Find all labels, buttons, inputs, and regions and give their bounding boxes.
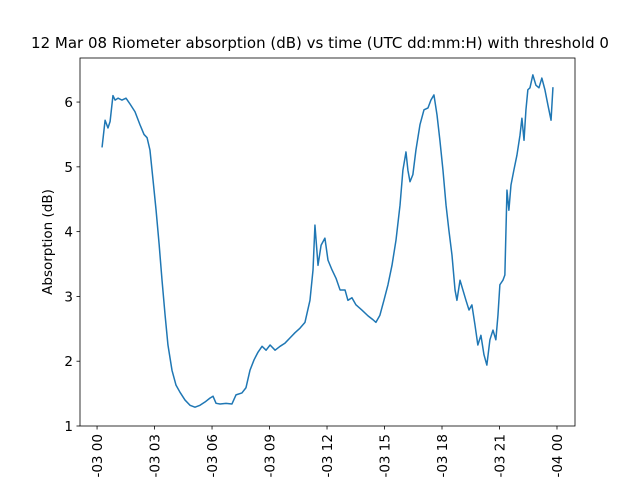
- y-tick-label: 1: [64, 419, 73, 435]
- x-tick-label: -03 03: [148, 434, 164, 478]
- x-tick-label: -03 06: [205, 434, 221, 478]
- x-tick-label: -03 21: [492, 434, 508, 478]
- y-tick-label: 6: [64, 95, 73, 111]
- x-tick-label: -03 15: [378, 434, 394, 478]
- chart-title: 12 Mar 08 Riometer absorption (dB) vs ti…: [31, 34, 609, 52]
- x-tick-label: -03 12: [320, 434, 336, 478]
- y-axis-label: Absorption (dB): [40, 189, 56, 295]
- y-tick-label: 3: [64, 289, 73, 305]
- axes-frame: [79, 57, 576, 427]
- y-tick-label: 4: [64, 225, 73, 241]
- x-tick-label: -04 00: [550, 434, 566, 478]
- x-tick-label: -03 09: [263, 434, 279, 478]
- data-line: [101, 74, 554, 408]
- x-tick-label: -03 18: [435, 434, 451, 478]
- y-tick-label: 2: [64, 354, 73, 370]
- x-tick-label: -03 00: [90, 434, 106, 478]
- y-tick-label: 5: [64, 160, 73, 176]
